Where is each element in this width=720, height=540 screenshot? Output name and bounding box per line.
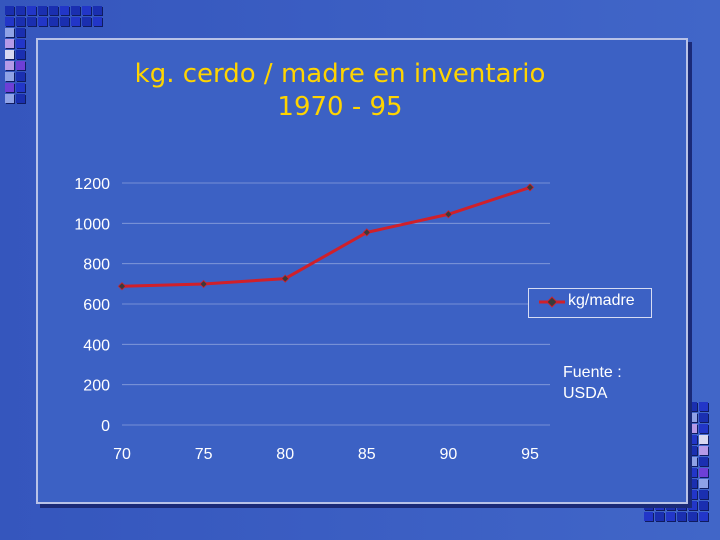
decorative-square: [699, 468, 708, 477]
decorative-square: [644, 512, 653, 521]
legend-label: kg/madre: [568, 292, 635, 309]
y-tick-label: 1200: [74, 176, 110, 193]
decorative-square: [5, 17, 14, 26]
decorative-square: [699, 457, 708, 466]
decorative-square: [5, 6, 14, 15]
decorative-square: [688, 512, 697, 521]
decorative-square: [93, 6, 102, 15]
decorative-square: [5, 83, 14, 92]
decorative-square: [699, 413, 708, 422]
y-tick-label: 1000: [74, 216, 110, 233]
decorative-square: [688, 424, 697, 433]
decorative-square: [38, 17, 47, 26]
decorative-square: [688, 413, 697, 422]
decorative-square: [16, 94, 25, 103]
x-tick-label: 85: [358, 446, 376, 463]
decorative-square: [699, 435, 708, 444]
decorative-square: [5, 61, 14, 70]
data-point-marker: [281, 274, 290, 283]
x-tick-label: 95: [521, 446, 539, 463]
decorative-square: [27, 6, 36, 15]
decorative-square: [49, 17, 58, 26]
decorative-square: [688, 457, 697, 466]
decorative-square: [16, 61, 25, 70]
x-tick-label: 75: [195, 446, 213, 463]
decorative-square: [16, 72, 25, 81]
slide-frame: [36, 38, 688, 504]
decorative-square: [699, 490, 708, 499]
chart-gridlines: [122, 182, 550, 426]
source-value: USDA: [563, 385, 608, 402]
decorative-square: [688, 435, 697, 444]
data-point-marker: [525, 183, 535, 192]
y-tick-label: 600: [83, 297, 110, 314]
x-tick-label: 70: [113, 446, 131, 463]
decorative-square: [71, 17, 80, 26]
decorative-square: [82, 17, 91, 26]
y-tick-label: 400: [83, 337, 110, 354]
decorative-square: [82, 6, 91, 15]
decorative-square: [699, 424, 708, 433]
decorative-square: [655, 512, 664, 521]
decorative-square: [38, 6, 47, 15]
decorative-square: [16, 83, 25, 92]
decorative-square: [655, 501, 664, 510]
chart-legend: [528, 288, 652, 318]
legend-swatch: [539, 296, 565, 308]
decorative-square: [16, 17, 25, 26]
decorative-square: [699, 402, 708, 411]
decorative-square: [5, 72, 14, 81]
x-axis-tick-labels: 70 75 80 85 90 95: [113, 446, 539, 463]
decorative-square: [699, 501, 708, 510]
decorative-square: [688, 490, 697, 499]
series-kg-madre: [117, 183, 535, 291]
y-axis-tick-labels: 0 200 400 600 800 1000 1200: [74, 176, 110, 435]
decorative-square: [688, 446, 697, 455]
decorative-square: [60, 17, 69, 26]
decorative-square: [5, 94, 14, 103]
decorative-square: [16, 39, 25, 48]
source-note: Fuente : USDA: [563, 362, 622, 404]
decorative-square: [5, 39, 14, 48]
decorative-square: [60, 6, 69, 15]
decorative-square: [699, 446, 708, 455]
decorative-square: [93, 17, 102, 26]
series-line: [121, 186, 531, 288]
decorative-square: [699, 512, 708, 521]
data-point-marker: [362, 228, 371, 237]
x-tick-label: 90: [440, 446, 458, 463]
decorative-square: [688, 501, 697, 510]
slide-title: kg. cerdo / madre en inventario 1970 - 9…: [80, 58, 600, 124]
x-tick-label: 80: [276, 446, 294, 463]
decorative-square: [49, 6, 58, 15]
decorative-square: [677, 501, 686, 510]
source-label: Fuente :: [563, 364, 622, 381]
data-point-marker: [117, 282, 127, 291]
decorative-square: [71, 6, 80, 15]
decorative-square: [688, 402, 697, 411]
y-tick-label: 200: [83, 378, 110, 395]
decorative-square: [16, 28, 25, 37]
decorative-square: [688, 479, 697, 488]
decorative-square: [644, 501, 653, 510]
y-tick-label: 0: [101, 418, 110, 435]
decorative-square: [5, 50, 14, 59]
y-tick-label: 800: [83, 257, 110, 274]
decorative-square: [16, 6, 25, 15]
decorative-square: [688, 468, 697, 477]
decorative-square: [699, 479, 708, 488]
decorative-square: [5, 28, 14, 37]
data-point-marker: [444, 210, 453, 219]
title-line-1: kg. cerdo / madre en inventario: [134, 59, 546, 89]
decorative-square: [666, 501, 675, 510]
title-line-2: 1970 - 95: [277, 92, 403, 122]
decorative-square: [677, 512, 686, 521]
decorative-square: [666, 512, 675, 521]
decorative-square: [16, 50, 25, 59]
decorative-square: [27, 17, 36, 26]
data-point-marker: [199, 279, 208, 289]
